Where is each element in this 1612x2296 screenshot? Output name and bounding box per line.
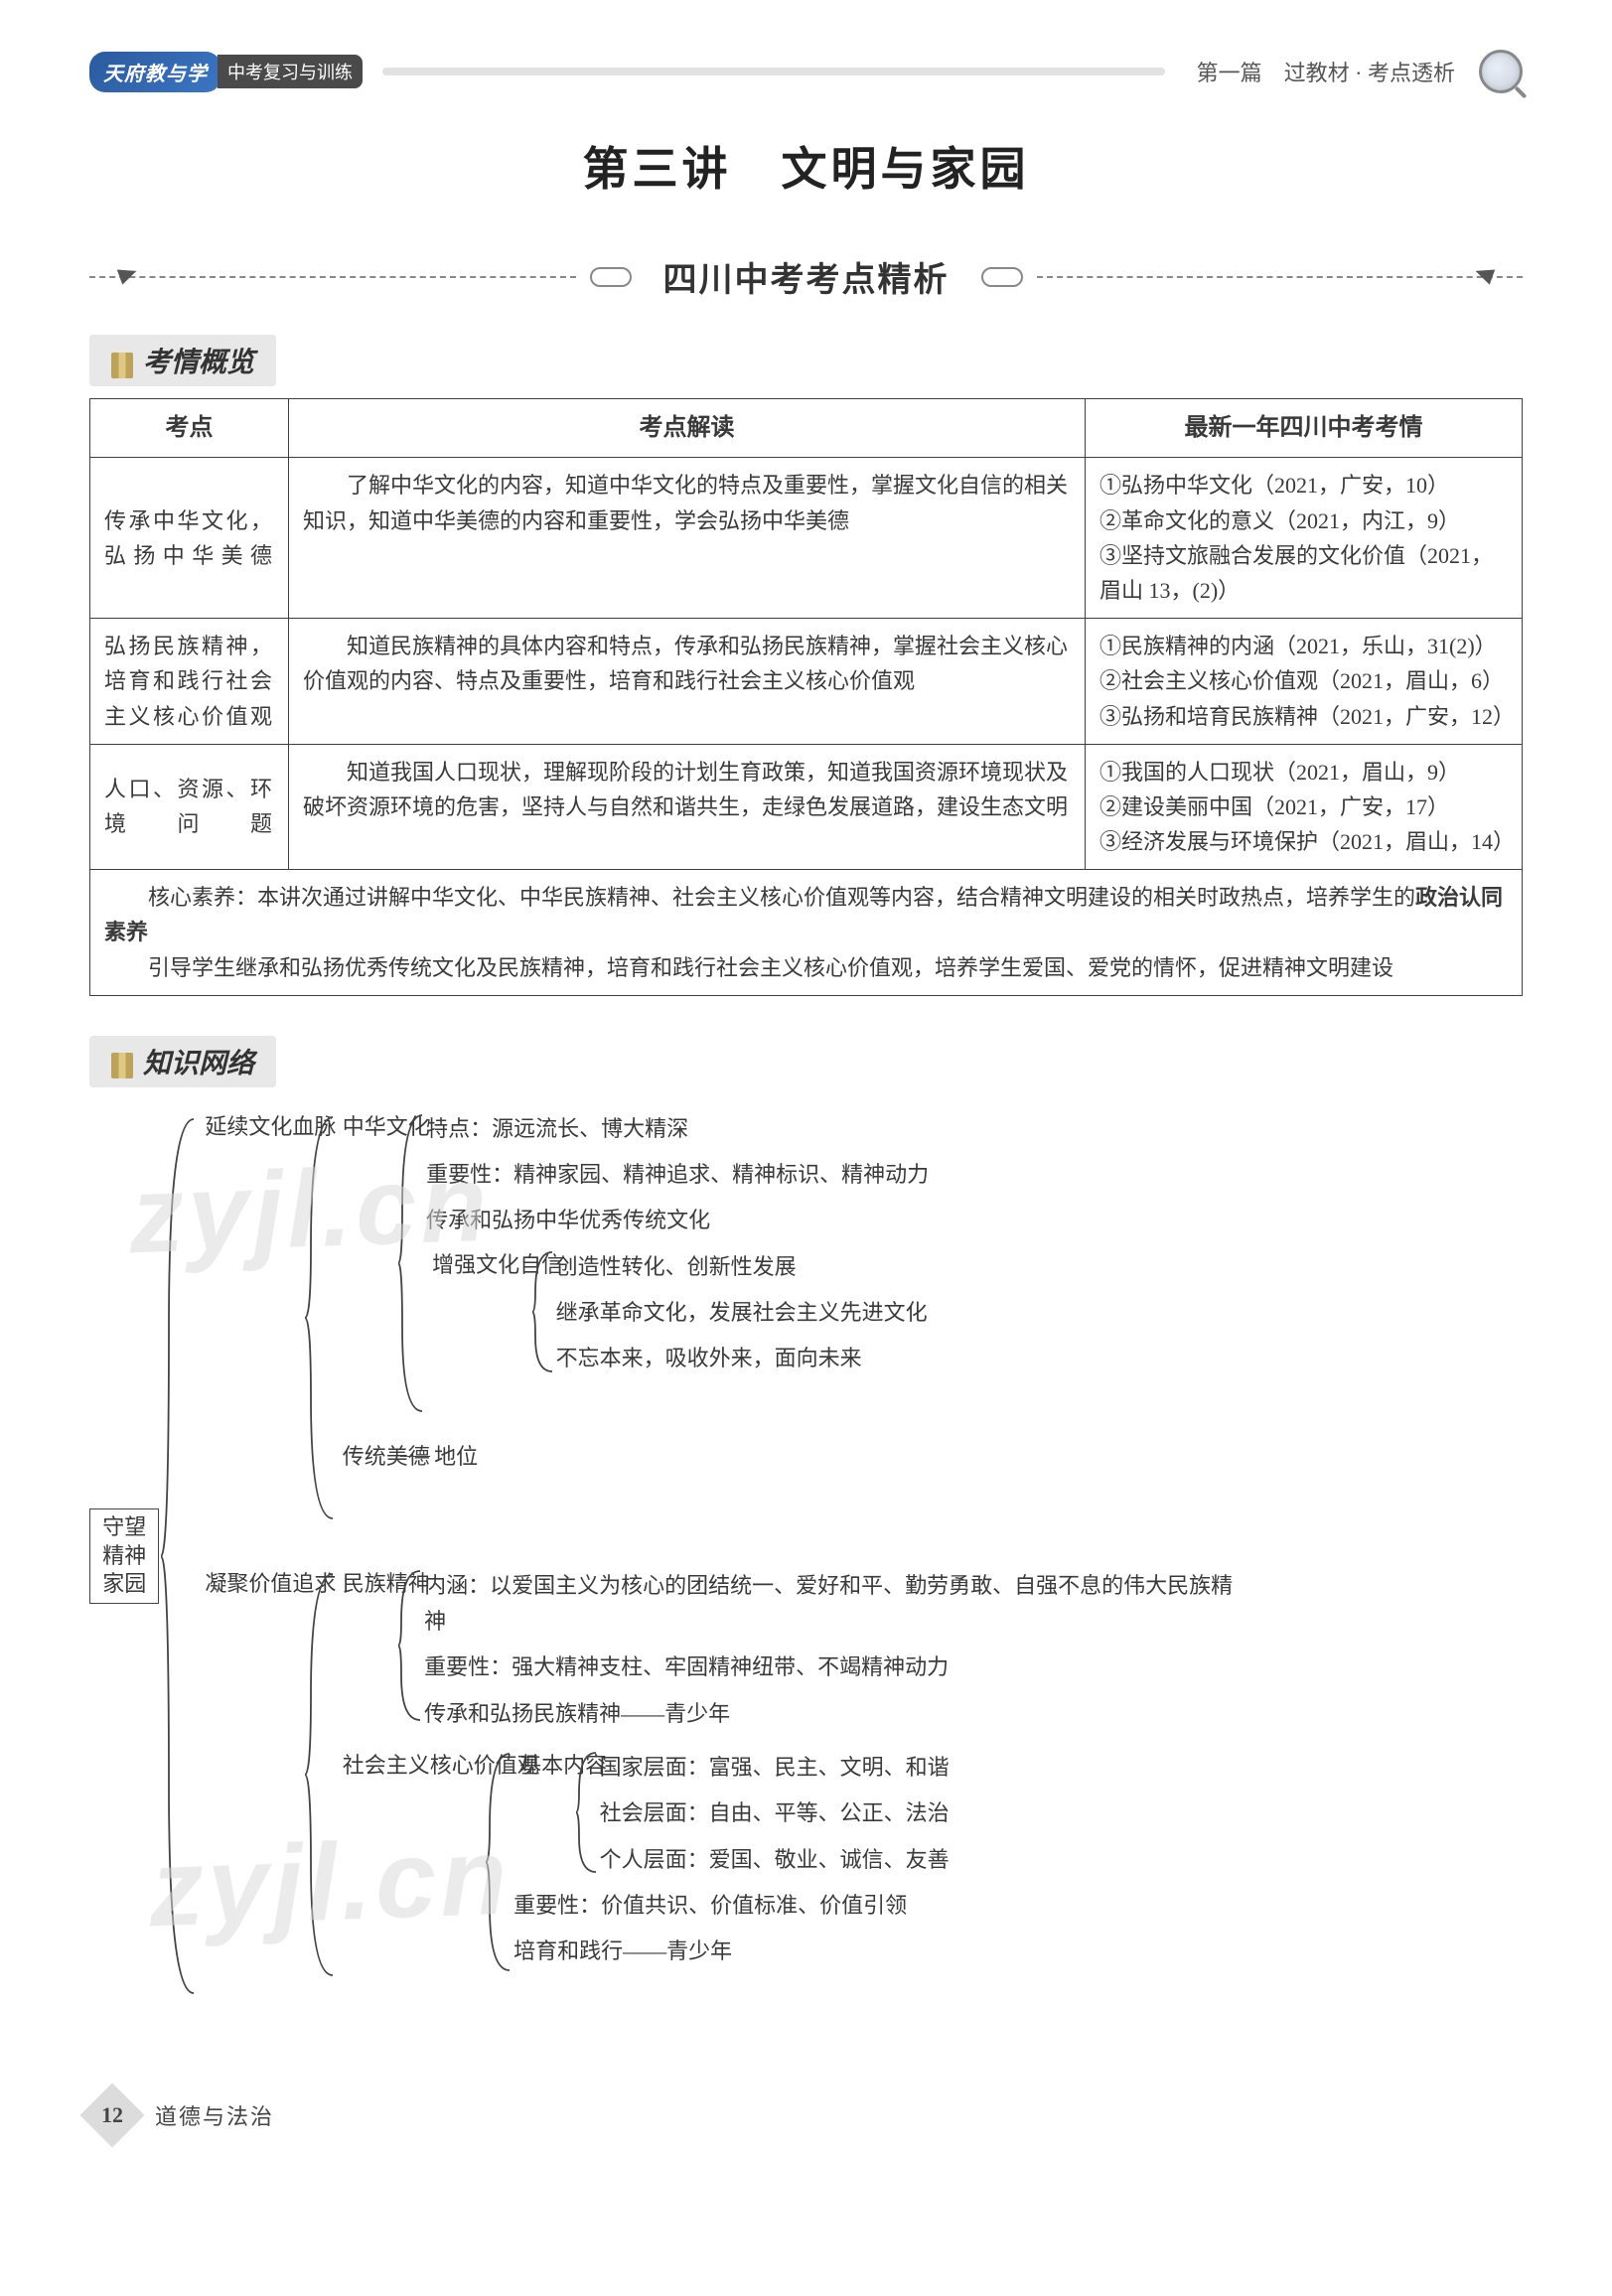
brace-icon	[530, 1247, 556, 1376]
footnote1-text: 核心素养：本讲次通过讲解中华文化、中华民族精神、社会主义核心价值观等内容，结合精…	[104, 885, 1415, 910]
km-branch2-text: 凝聚价值追求	[205, 1566, 296, 1602]
table-row: 弘扬民族精神，培育和践行社会主义核心价值观 知道民族精神的具体内容和特点，传承和…	[90, 619, 1523, 745]
km-item: 重要性：精神家园、精神追求、精神标识、精神动力	[426, 1155, 929, 1195]
cloud-icon	[590, 267, 632, 287]
td-exam: ①弘扬中华文化（2021，广安，10） ②革命文化的意义（2021，内江，9） …	[1086, 458, 1523, 619]
cloud-icon	[981, 267, 1023, 287]
exam-table: 考点 考点解读 最新一年四川中考考情 传承中华文化，弘扬中华美德 了解中华文化的…	[89, 398, 1523, 996]
km-item: 社会层面：自由、平等、公正、法治	[600, 1794, 950, 1833]
table-footnote-row: 核心素养：本讲次通过讲解中华文化、中华民族精神、社会主义核心价值观等内容，结合精…	[90, 870, 1523, 996]
km-b1s1sub-text: 增强文化自信	[432, 1247, 523, 1283]
logo-sub: 中考复习与训练	[218, 55, 363, 88]
km-branch1: 延续文化血脉	[199, 1109, 302, 1145]
td-desc: 了解中华文化的内容，知道中华文化的特点及重要性，掌握文化自信的相关知识，知道中华…	[289, 458, 1086, 619]
logo-area: 天府教与学 中考复习与训练	[89, 52, 363, 92]
table-row: 人口、资源、环境问题 知道我国人口现状，理解现阶段的计划生育政策，知道我国资源环…	[90, 744, 1523, 870]
brace-icon	[484, 1748, 513, 1976]
km-b1s1-text: 中华文化	[343, 1109, 390, 1145]
subtitle-row: 四川中考考点精析	[89, 248, 1523, 305]
km-item: 内涵：以爱国主义为核心的团结统一、爱好和平、勤劳勇敢、自强不息的伟大民族精神	[424, 1566, 1239, 1643]
km-item: 重要性：强大精神支柱、牢固精神纽带、不竭精神动力	[424, 1648, 1239, 1687]
td-exam: ①我国的人口现状（2021，眉山，9） ②建设美丽中国（2021，广安，17） …	[1086, 744, 1523, 870]
brace-icon	[303, 1109, 337, 1526]
td-desc: 知道我国人口现状，理解现阶段的计划生育政策，知道我国资源环境现状及破坏资源环境的…	[289, 744, 1086, 870]
section-label-knowledge: 知识网络	[89, 1036, 276, 1087]
decoration-arrow-right	[1037, 276, 1524, 278]
section-label-overview: 考情概览	[89, 335, 276, 386]
footnote-1: 核心素养：本讲次通过讲解中华文化、中华民族精神、社会主义核心价值观等内容，结合精…	[104, 880, 1508, 949]
decoration-arrow-left	[89, 276, 576, 278]
km-b1s1sub: 增强文化自信	[426, 1247, 529, 1283]
knowledge-map: zyjl.cn zyjl.cn 守望精神家园 延续文化血脉	[89, 1099, 1523, 2033]
subtitle: 四川中考考点精析	[646, 248, 967, 305]
header-bar: 天府教与学 中考复习与训练 第一篇 过教材 · 考点透析	[89, 50, 1523, 93]
footnote-2: 引导学生继承和弘扬优秀传统文化及民族精神，培育和践行社会主义核心价值观，培养学生…	[104, 950, 1508, 985]
km-b2s2sub: 基本内容	[513, 1748, 573, 1784]
brace-icon	[396, 1566, 424, 1725]
km-b1s2: 传统美德	[337, 1439, 396, 1475]
km-item: 培育和践行——青少年	[513, 1932, 949, 1971]
td-key: 弘扬民族精神，培育和践行社会主义核心价值观	[90, 619, 289, 745]
th-exam: 最新一年四川中考考情	[1086, 399, 1523, 458]
km-root: 守望精神家园	[89, 1508, 159, 1604]
page-number: 12	[79, 2082, 144, 2147]
km-item: 重要性：价值共识、价值标准、价值引领	[513, 1886, 949, 1926]
td-key: 人口、资源、环境问题	[90, 744, 289, 870]
km-item: 继承革命文化，发展社会主义先进文化	[556, 1293, 928, 1333]
brace-icon	[396, 1109, 426, 1417]
magnifier-icon	[1479, 50, 1523, 93]
km-item: 特点：源远流长、博大精深	[426, 1109, 929, 1149]
km-b1s2-text: 传统美德	[343, 1439, 390, 1475]
km-b2s2-text: 社会主义核心价值观	[343, 1748, 478, 1784]
brace-icon	[303, 1566, 337, 1983]
page-number-text: 12	[101, 2102, 123, 2128]
km-item: 个人层面：爱国、敬业、诚信、友善	[600, 1840, 950, 1880]
connector-line	[400, 1456, 430, 1457]
table-row: 传承中华文化，弘扬中华美德 了解中华文化的内容，知道中华文化的特点及重要性，掌握…	[90, 458, 1523, 619]
brace-icon	[159, 1109, 199, 2003]
km-b2s1-text: 民族精神	[343, 1566, 390, 1602]
km-item: 国家层面：富强、民主、文明、和谐	[600, 1748, 950, 1788]
km-root-text: 守望精神家园	[100, 1513, 148, 1599]
km-b2s2: 社会主义核心价值观	[337, 1748, 484, 1784]
km-b2s1: 民族精神	[337, 1566, 396, 1602]
km-item: 传承和弘扬民族精神——青少年	[424, 1694, 1239, 1734]
breadcrumb: 第一篇 过教材 · 考点透析	[1185, 52, 1467, 91]
km-b1s1: 中华文化	[337, 1109, 396, 1145]
td-exam: ①民族精神的内涵（2021，乐山，31(2)） ②社会主义核心价值观（2021，…	[1086, 619, 1523, 745]
header-spacer	[382, 68, 1165, 75]
th-desc: 考点解读	[289, 399, 1086, 458]
logo-main: 天府教与学	[89, 52, 221, 92]
page-footer: 12 道德与法治	[89, 2092, 1523, 2138]
footer-label: 道德与法治	[155, 2099, 274, 2131]
km-item: 创造性转化、创新性发展	[556, 1247, 928, 1287]
km-item: 不忘本来，吸收外来，面向未来	[556, 1339, 928, 1378]
km-branch2: 凝聚价值追求	[199, 1566, 302, 1602]
km-item: 地位	[434, 1437, 478, 1477]
km-branch1-text: 延续文化血脉	[205, 1109, 296, 1145]
td-key: 传承中华文化，弘扬中华美德	[90, 458, 289, 619]
td-desc: 知道民族精神的具体内容和特点，传承和弘扬民族精神，掌握社会主义核心价值观的内容、…	[289, 619, 1086, 745]
th-key: 考点	[90, 399, 289, 458]
km-b2s2sub-text: 基本内容	[519, 1748, 567, 1784]
page-title: 第三讲 文明与家园	[89, 133, 1523, 199]
km-item: 传承和弘扬中华优秀传统文化	[426, 1201, 929, 1240]
brace-icon	[574, 1748, 600, 1877]
